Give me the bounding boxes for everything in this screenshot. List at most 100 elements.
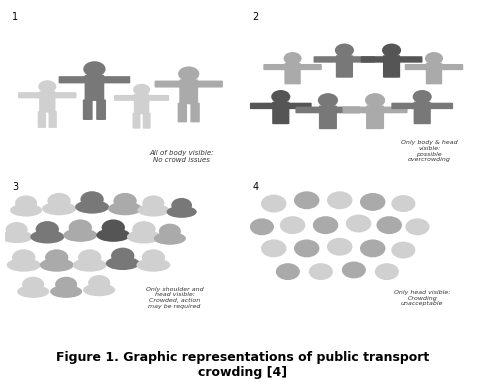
Text: 2: 2 xyxy=(253,12,259,22)
FancyBboxPatch shape xyxy=(147,95,169,101)
Circle shape xyxy=(309,263,333,280)
Ellipse shape xyxy=(154,232,186,245)
FancyBboxPatch shape xyxy=(39,91,55,113)
Circle shape xyxy=(294,191,319,209)
Circle shape xyxy=(375,263,399,280)
Circle shape xyxy=(12,249,35,266)
Ellipse shape xyxy=(108,202,142,215)
Circle shape xyxy=(382,44,401,57)
Circle shape xyxy=(38,80,56,93)
FancyBboxPatch shape xyxy=(426,63,442,85)
Circle shape xyxy=(327,191,352,209)
Text: 3: 3 xyxy=(12,182,18,192)
Circle shape xyxy=(142,195,164,211)
Circle shape xyxy=(78,249,102,266)
Circle shape xyxy=(318,93,338,107)
Circle shape xyxy=(342,261,366,278)
FancyBboxPatch shape xyxy=(351,56,375,63)
Ellipse shape xyxy=(73,258,107,272)
FancyBboxPatch shape xyxy=(191,103,200,122)
Ellipse shape xyxy=(167,206,197,218)
Text: 4: 4 xyxy=(253,182,259,192)
FancyBboxPatch shape xyxy=(250,103,275,109)
Circle shape xyxy=(327,238,352,256)
Circle shape xyxy=(425,52,443,65)
FancyBboxPatch shape xyxy=(155,81,182,88)
Circle shape xyxy=(133,84,150,96)
FancyBboxPatch shape xyxy=(284,63,301,85)
FancyBboxPatch shape xyxy=(96,100,106,120)
Circle shape xyxy=(83,61,105,77)
Ellipse shape xyxy=(137,258,170,272)
Circle shape xyxy=(294,239,319,257)
Ellipse shape xyxy=(30,230,64,244)
Ellipse shape xyxy=(138,204,170,217)
Circle shape xyxy=(335,44,354,57)
FancyBboxPatch shape xyxy=(429,103,453,109)
Text: All of body visible:
No crowd issues: All of body visible: No crowd issues xyxy=(149,150,214,163)
FancyBboxPatch shape xyxy=(179,80,198,104)
Circle shape xyxy=(55,277,77,292)
FancyBboxPatch shape xyxy=(361,56,385,63)
Circle shape xyxy=(80,191,104,208)
Circle shape xyxy=(69,219,92,236)
Circle shape xyxy=(171,198,192,213)
Circle shape xyxy=(88,275,110,291)
FancyBboxPatch shape xyxy=(319,105,337,129)
Ellipse shape xyxy=(63,229,97,242)
FancyBboxPatch shape xyxy=(414,102,431,124)
FancyBboxPatch shape xyxy=(405,64,428,70)
Text: Only body & head
visible:
possible
overcrowding: Only body & head visible: possible overc… xyxy=(401,140,458,163)
FancyBboxPatch shape xyxy=(298,64,322,70)
Circle shape xyxy=(102,219,125,236)
FancyBboxPatch shape xyxy=(83,100,93,120)
Ellipse shape xyxy=(40,258,74,272)
FancyBboxPatch shape xyxy=(134,94,149,114)
Text: Only head visible:
Crowding
unacceptable: Only head visible: Crowding unacceptable xyxy=(394,290,451,306)
FancyBboxPatch shape xyxy=(263,64,287,70)
FancyBboxPatch shape xyxy=(102,76,130,83)
Ellipse shape xyxy=(50,285,82,298)
Ellipse shape xyxy=(83,284,115,296)
Circle shape xyxy=(35,221,59,237)
Circle shape xyxy=(377,216,402,234)
Circle shape xyxy=(261,195,286,213)
Circle shape xyxy=(142,249,165,266)
FancyBboxPatch shape xyxy=(114,95,136,101)
Circle shape xyxy=(360,239,385,257)
Circle shape xyxy=(132,221,156,237)
Circle shape xyxy=(391,195,416,212)
Ellipse shape xyxy=(10,204,42,217)
FancyBboxPatch shape xyxy=(272,102,289,124)
Circle shape xyxy=(280,216,305,234)
Ellipse shape xyxy=(17,285,49,298)
Circle shape xyxy=(113,193,137,209)
Circle shape xyxy=(22,277,44,292)
FancyBboxPatch shape xyxy=(383,55,400,78)
Circle shape xyxy=(6,222,28,237)
Circle shape xyxy=(276,263,300,280)
FancyBboxPatch shape xyxy=(178,103,187,122)
FancyBboxPatch shape xyxy=(382,107,408,113)
FancyBboxPatch shape xyxy=(59,76,87,83)
FancyBboxPatch shape xyxy=(366,105,384,129)
FancyBboxPatch shape xyxy=(18,92,41,98)
Circle shape xyxy=(250,218,274,235)
FancyBboxPatch shape xyxy=(143,113,151,129)
Circle shape xyxy=(313,216,338,234)
Ellipse shape xyxy=(7,258,41,272)
FancyBboxPatch shape xyxy=(53,92,76,98)
Text: Figure 1. Graphic representations of public transport
crowding [4]: Figure 1. Graphic representations of pub… xyxy=(56,351,430,379)
Circle shape xyxy=(391,242,416,259)
FancyBboxPatch shape xyxy=(133,113,140,129)
Circle shape xyxy=(405,218,430,235)
Circle shape xyxy=(271,90,290,103)
Circle shape xyxy=(15,195,37,211)
Ellipse shape xyxy=(0,230,33,243)
FancyBboxPatch shape xyxy=(313,56,338,63)
Circle shape xyxy=(346,215,371,232)
Circle shape xyxy=(283,52,302,65)
FancyBboxPatch shape xyxy=(287,103,312,109)
Circle shape xyxy=(111,248,135,264)
Text: Only shoulder and
head visible:
Crowded, action
may be required: Only shoulder and head visible: Crowded,… xyxy=(146,286,203,309)
